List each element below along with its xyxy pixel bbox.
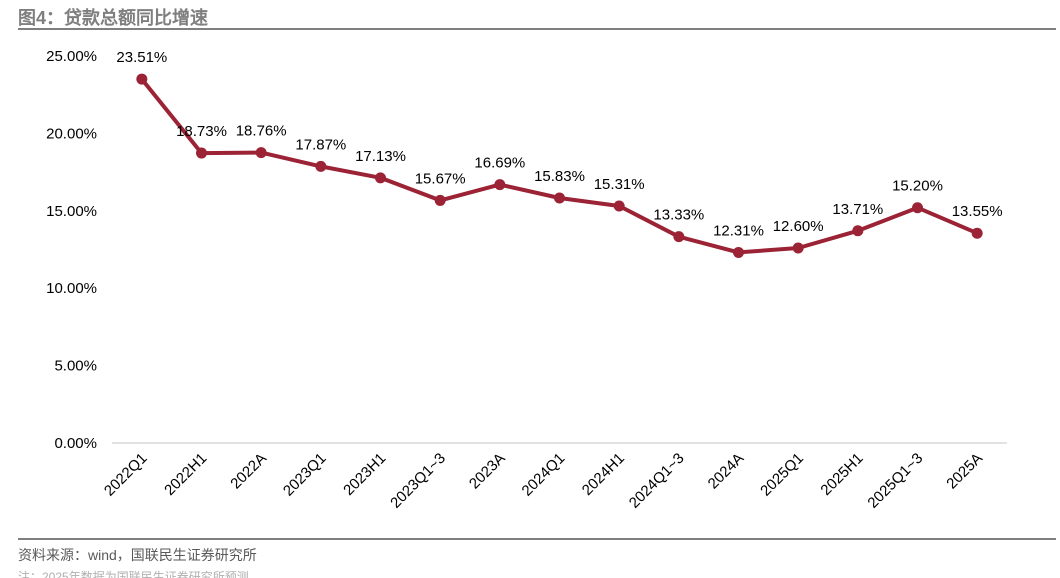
y-tick-label: 10.00% <box>46 280 97 297</box>
y-tick-label: 20.00% <box>46 125 97 142</box>
x-tick-label: 2024H1 <box>579 450 628 499</box>
data-label: 18.76% <box>236 123 287 140</box>
x-tick-label: 2023Q1 <box>280 450 330 500</box>
x-tick-label: 2025Q1~3 <box>864 450 926 512</box>
data-point <box>315 160 327 172</box>
x-tick-label: 2025Q1 <box>757 450 807 500</box>
data-point <box>912 202 923 214</box>
data-point <box>136 73 148 85</box>
data-label: 15.83% <box>534 168 585 185</box>
data-point <box>852 225 864 237</box>
x-tick-label: 2023H1 <box>340 450 389 499</box>
data-label: 23.51% <box>116 49 167 66</box>
figure-title: 图4：贷款总额同比增速 <box>18 8 209 28</box>
footer-divider <box>18 538 1056 540</box>
data-point <box>792 242 804 254</box>
x-tick-label: 2023Q1~3 <box>387 450 449 512</box>
x-tick-label: 2025A <box>943 450 986 493</box>
data-label: 12.31% <box>713 222 764 239</box>
data-label: 13.33% <box>653 207 704 224</box>
x-tick-label: 2024A <box>705 450 748 493</box>
data-label: 17.87% <box>295 136 346 153</box>
x-tick-label: 2023A <box>466 450 509 493</box>
data-point <box>255 147 267 159</box>
data-label: 17.13% <box>355 148 406 165</box>
y-tick-label: 15.00% <box>46 203 97 220</box>
data-label: 15.67% <box>415 170 466 187</box>
x-tick-label: 2022H1 <box>161 450 210 499</box>
data-point <box>196 147 207 159</box>
data-label: 15.20% <box>892 178 943 195</box>
forecast-note: 注：2025年数据为国联民生证券研究所预测 <box>18 570 249 578</box>
data-label: 15.31% <box>594 176 645 193</box>
y-axis-ticks: 0.00% 5.00% 10.00% 15.00% 20.00% 25.00% <box>46 48 97 452</box>
x-tick-label: 2022A <box>227 450 270 493</box>
data-label: 18.73% <box>176 123 227 140</box>
x-tick-label: 2025H1 <box>817 450 866 499</box>
data-label: 13.71% <box>832 201 883 218</box>
line-chart: 0.00% 5.00% 10.00% 15.00% 20.00% 25.00% 2022Q… <box>46 48 1007 512</box>
data-point <box>434 194 446 206</box>
data-label: 13.55% <box>952 203 1003 220</box>
data-point <box>494 179 506 191</box>
x-tick-label: 2024Q1~3 <box>626 450 688 512</box>
y-tick-label: 0.00% <box>54 435 97 452</box>
data-point <box>554 192 565 204</box>
data-point <box>673 231 685 243</box>
x-tick-label: 2022Q1 <box>101 450 151 500</box>
data-point <box>733 246 744 258</box>
y-tick-label: 25.00% <box>46 48 97 65</box>
x-tick-label: 2024Q1 <box>519 450 569 500</box>
series-line <box>140 77 978 255</box>
title-divider <box>18 28 1056 30</box>
data-point <box>613 200 625 212</box>
data-point <box>375 172 386 184</box>
data-label: 12.60% <box>773 218 824 235</box>
source-note: 资料来源：wind，国联民生证券研究所 <box>18 547 257 563</box>
y-tick-label: 5.00% <box>54 358 97 375</box>
data-points <box>136 73 983 258</box>
data-labels: 23.51% 18.73% 18.76% 17.87% 17.13% 15.67% 16.6… <box>116 49 1002 239</box>
data-point <box>971 227 983 239</box>
data-label: 16.69% <box>474 155 525 172</box>
